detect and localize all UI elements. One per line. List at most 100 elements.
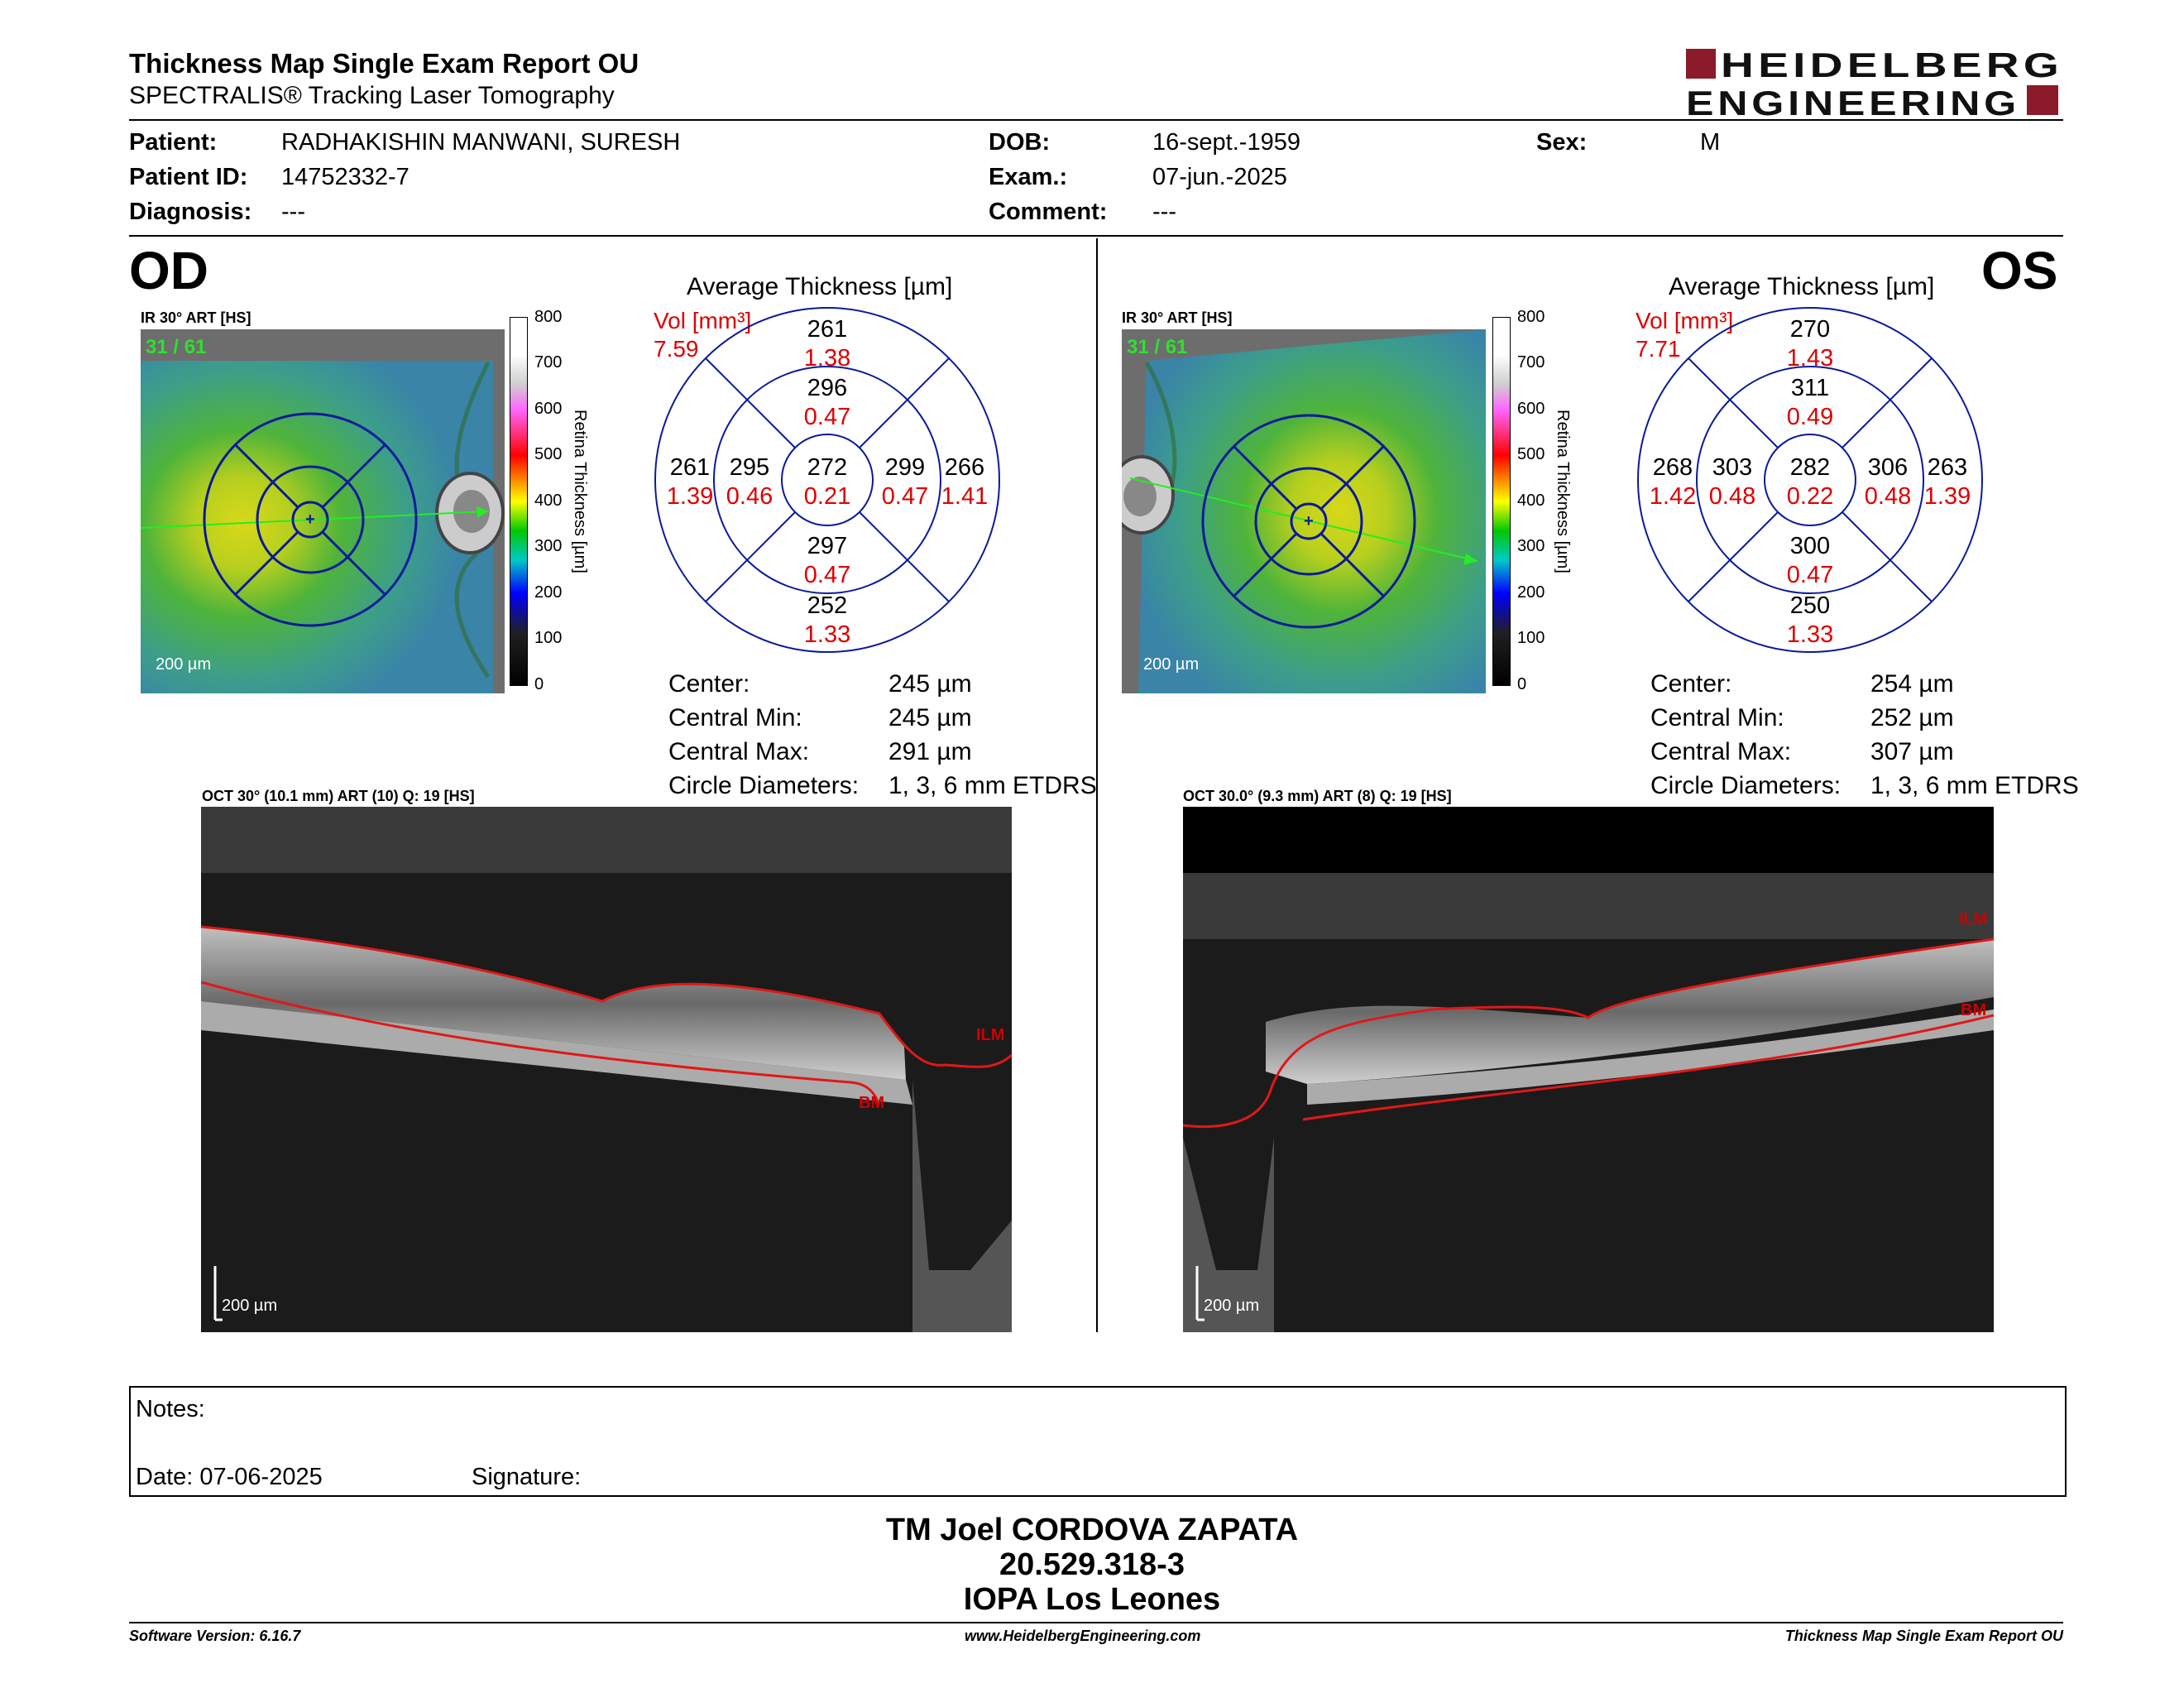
os-ir-header: IR 30° ART [HS] (1122, 309, 1233, 326)
od-outer-left-thickness: 261 (670, 454, 710, 481)
od-fundus-map: + 31 / 61 200 µm (141, 329, 505, 693)
os-outer-left-thickness: 268 (1653, 454, 1693, 481)
os-avg-title: Average Thickness [µm] (1669, 273, 1935, 300)
od-oct-scale: 200 µm (222, 1297, 278, 1315)
signer-institution: IOPA Los Leones (963, 1582, 1221, 1617)
patient-id: 14752332-7 (281, 164, 410, 190)
os-tick: 700 (1517, 353, 1545, 372)
od-colorbar (510, 317, 528, 686)
od-etdrs-grid: 261 1.38 296 0.47 272 0.21 295 0.46 299 … (654, 307, 1000, 653)
od-tick: 0 (534, 675, 544, 693)
signer-id: 20.529.318-3 (999, 1547, 1185, 1582)
os-max-label: Central Max: (1650, 738, 1792, 765)
od-vol-label: Vol [mm³] (654, 308, 752, 333)
os-inner-inferior-thickness: 300 (1790, 533, 1830, 559)
os-colorbar-label: Retina Thickness [µm] (1554, 410, 1572, 573)
od-tick: 300 (534, 537, 563, 555)
svg-text:HEIDELBERG: HEIDELBERG (1721, 46, 2063, 84)
os-inner-left-volume: 0.48 (1709, 483, 1755, 510)
os-max-value: 307 µm (1870, 738, 1954, 765)
dob-label: DOB: (989, 129, 1051, 156)
footer-report-name: Thickness Map Single Exam Report OU (1784, 1628, 2063, 1644)
signer-name: TM Joel CORDOVA ZAPATA (885, 1513, 1299, 1547)
comment-label: Comment: (989, 199, 1108, 225)
software-version: Software Version: 6.16.7 (129, 1628, 301, 1644)
website-link[interactable]: www.HeidelbergEngineering.com (965, 1628, 1201, 1644)
os-inner-right-volume: 0.48 (1865, 483, 1911, 510)
os-tick: 300 (1517, 537, 1545, 555)
os-oct-header: OCT 30.0° (9.3 mm) ART (8) Q: 19 [HS] (1183, 788, 1452, 804)
od-colorbar-label: Retina Thickness [µm] (571, 410, 589, 573)
notes-label: Notes: (136, 1396, 205, 1422)
os-outer-left-volume: 1.42 (1650, 483, 1696, 510)
os-circle-label: Circle Diameters: (1650, 772, 1842, 799)
od-min-label: Central Min: (668, 704, 802, 731)
os-oct-scale: 200 µm (1204, 1297, 1260, 1315)
od-center-value: 245 µm (888, 670, 972, 698)
os-outer-superior-thickness: 270 (1790, 316, 1830, 343)
os-etdrs-grid: 270 1.43 311 0.49 282 0.22 303 0.48 306 … (1637, 307, 1983, 653)
od-outer-left-volume: 1.39 (667, 483, 713, 510)
od-inner-right-thickness: 299 (885, 454, 925, 481)
od-circle-label: Circle Diameters: (668, 772, 860, 799)
od-oct-header: OCT 30° (10.1 mm) ART (10) Q: 19 [HS] (202, 788, 475, 804)
os-ilm-label: ILM (1959, 910, 1988, 928)
os-outer-inferior-volume: 1.33 (1787, 621, 1833, 648)
os-inner-superior-volume: 0.49 (1787, 404, 1833, 430)
os-tick: 0 (1517, 675, 1527, 693)
notes-box: Notes: Date: 07-06-2025 Signature: (129, 1386, 2067, 1497)
od-tick: 700 (534, 353, 563, 372)
od-inner-inferior-volume: 0.47 (804, 562, 850, 588)
od-avg-title: Average Thickness [µm] (687, 273, 953, 300)
os-tick: 500 (1517, 445, 1545, 463)
os-center-value: 254 µm (1870, 670, 1954, 698)
od-inner-left-volume: 0.46 (726, 483, 773, 510)
od-tick: 100 (534, 629, 563, 647)
report-subtitle: SPECTRALIS® Tracking Laser Tomography (129, 82, 615, 109)
od-inner-superior-thickness: 296 (807, 375, 847, 401)
os-inner-inferior-volume: 0.47 (1787, 562, 1833, 588)
od-oct-bscan: ILM BM 200 µm (201, 807, 1012, 1332)
os-outer-right-thickness: 263 (1928, 454, 1967, 481)
comment: --- (1152, 199, 1176, 225)
svg-text:+: + (305, 511, 315, 529)
od-outer-inferior-volume: 1.33 (804, 621, 850, 648)
od-tick: 600 (534, 400, 563, 418)
od-center-label: Center: (668, 670, 750, 698)
sex: M (1700, 129, 1721, 156)
os-inner-left-thickness: 303 (1712, 454, 1752, 481)
od-outer-right-volume: 1.41 (941, 483, 988, 510)
od-fundus-scale: 200 µm (156, 655, 212, 674)
os-center-volume: 0.22 (1787, 483, 1833, 510)
od-tick: 800 (534, 308, 563, 326)
eye-label-os: OS (1981, 241, 2058, 300)
od-inner-superior-volume: 0.47 (804, 404, 850, 430)
od-ilm-label: ILM (976, 1026, 1005, 1044)
os-center-thickness: 282 (1790, 454, 1830, 481)
os-tick: 600 (1517, 400, 1545, 418)
os-tick: 200 (1517, 583, 1545, 602)
od-min-value: 245 µm (888, 704, 972, 731)
os-circle-value: 1, 3, 6 mm ETDRS (1870, 772, 2079, 799)
os-fundus-map: + 31 / 61 200 µm (1122, 329, 1486, 693)
diagnosis-label: Diagnosis: (129, 199, 252, 225)
od-inner-right-volume: 0.47 (882, 483, 928, 510)
os-center-label: Center: (1650, 670, 1732, 698)
os-outer-superior-volume: 1.43 (1787, 345, 1833, 372)
exam-label: Exam.: (989, 164, 1068, 190)
dob: 16-sept.-1959 (1152, 129, 1300, 156)
os-bm-label: BM (1961, 1001, 1987, 1019)
signature-label: Signature: (472, 1464, 582, 1490)
svg-text:+: + (1304, 512, 1314, 530)
os-vol-value: 7.71 (1636, 336, 1681, 362)
os-inner-superior-thickness: 311 (1791, 375, 1829, 401)
os-scan-index: 31 / 61 (1127, 336, 1188, 358)
od-stats: Center: 245 µm Central Min: 245 µm Central… (668, 667, 1097, 803)
od-tick: 400 (534, 492, 563, 510)
sex-label: Sex: (1536, 129, 1588, 156)
exam-date: 07-jun.-2025 (1152, 164, 1287, 190)
os-oct-bscan: ILM BM 200 µm (1183, 807, 1994, 1332)
os-min-label: Central Min: (1650, 704, 1784, 731)
patient-label: Patient: (129, 129, 218, 156)
heidelberg-logo: HEIDELBERG ENGINEERING (1686, 46, 2063, 118)
